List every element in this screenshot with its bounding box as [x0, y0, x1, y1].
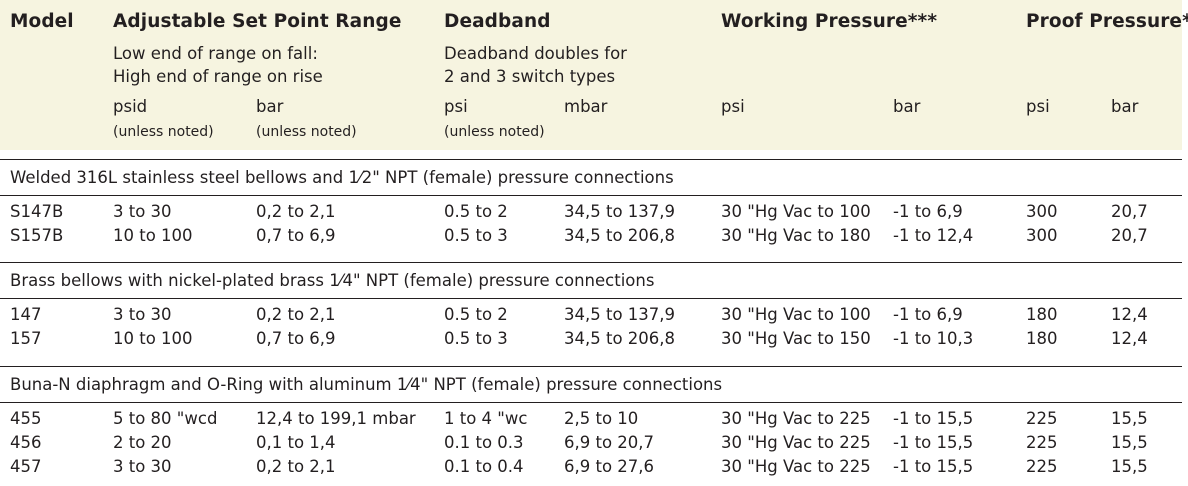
- cell-setpoint-bar: 0,2 to 2,1: [256, 305, 336, 324]
- cell-deadband-mbar: 2,5 to 10: [564, 409, 639, 428]
- divider: [0, 366, 1182, 367]
- cell-working-bar: -1 to 6,9: [893, 202, 963, 221]
- section-title: Buna-N diaphragm and O-Ring with aluminu…: [10, 375, 723, 394]
- cell-deadband-psi: 1 to 4 "wc: [444, 409, 528, 428]
- cell-deadband-mbar: 34,5 to 206,8: [564, 226, 676, 245]
- cell-deadband-mbar: 6,9 to 27,6: [564, 457, 655, 476]
- cell-working-psi: 30 "Hg Vac to 100: [721, 202, 871, 221]
- divider: [0, 195, 1182, 196]
- section-title: Brass bellows with nickel-plated brass 1…: [10, 271, 655, 290]
- cell-setpoint-psid: 10 to 100: [113, 329, 193, 348]
- cell-proof-bar: 12,4: [1111, 305, 1148, 324]
- cell-setpoint-psid: 3 to 30: [113, 457, 172, 476]
- cell-deadband-mbar: 34,5 to 206,8: [564, 329, 676, 348]
- cell-setpoint-psid: 10 to 100: [113, 226, 193, 245]
- setpoint-note-line2: High end of range on rise: [113, 67, 323, 86]
- header-setpoint: Adjustable Set Point Range: [113, 11, 402, 32]
- cell-model: 147: [10, 305, 42, 324]
- unit-working-bar: bar: [893, 97, 921, 116]
- cell-setpoint-psid: 3 to 30: [113, 305, 172, 324]
- cell-model: 157: [10, 329, 42, 348]
- unit-proof-psi: psi: [1026, 97, 1050, 116]
- cell-setpoint-bar: 12,4 to 199,1 mbar: [256, 409, 416, 428]
- table-header: Model Adjustable Set Point Range Deadban…: [0, 0, 1188, 150]
- cell-proof-bar: 20,7: [1111, 202, 1148, 221]
- cell-setpoint-bar: 0,1 to 1,4: [256, 433, 336, 452]
- cell-working-bar: -1 to 10,3: [893, 329, 974, 348]
- header-model: Model: [10, 11, 74, 32]
- divider: [0, 298, 1182, 299]
- cell-setpoint-bar: 0,7 to 6,9: [256, 226, 336, 245]
- cell-proof-bar: 15,5: [1111, 409, 1148, 428]
- header-proof-pressure: Proof Pressure**: [1026, 11, 1188, 32]
- unit-deadband-mbar: mbar: [564, 97, 608, 116]
- cell-working-bar: -1 to 15,5: [893, 433, 974, 452]
- cell-setpoint-bar: 0,7 to 6,9: [256, 329, 336, 348]
- cell-working-psi: 30 "Hg Vac to 225: [721, 457, 871, 476]
- cell-deadband-psi: 0.5 to 2: [444, 305, 508, 324]
- divider: [0, 402, 1182, 403]
- cell-working-psi: 30 "Hg Vac to 225: [721, 433, 871, 452]
- cell-working-psi: 30 "Hg Vac to 225: [721, 409, 871, 428]
- divider: [0, 159, 1182, 160]
- unit-proof-bar: bar: [1111, 97, 1139, 116]
- cell-working-bar: -1 to 15,5: [893, 409, 974, 428]
- deadband-note-line1: Deadband doubles for: [444, 44, 627, 63]
- cell-deadband-psi: 0.5 to 3: [444, 226, 508, 245]
- cell-proof-psi: 225: [1026, 457, 1058, 476]
- unit-deadband-psi: psi: [444, 97, 468, 116]
- unit-setpoint-psid-note: (unless noted): [113, 124, 214, 140]
- cell-deadband-mbar: 34,5 to 137,9: [564, 202, 676, 221]
- cell-deadband-psi: 0.1 to 0.3: [444, 433, 524, 452]
- cell-working-bar: -1 to 12,4: [893, 226, 974, 245]
- cell-model: S157B: [10, 226, 64, 245]
- cell-deadband-psi: 0.1 to 0.4: [444, 457, 524, 476]
- cell-setpoint-bar: 0,2 to 2,1: [256, 457, 336, 476]
- unit-setpoint-psid: psid: [113, 97, 148, 116]
- unit-setpoint-bar: bar: [256, 97, 284, 116]
- cell-proof-psi: 300: [1026, 226, 1058, 245]
- cell-setpoint-bar: 0,2 to 2,1: [256, 202, 336, 221]
- cell-proof-psi: 300: [1026, 202, 1058, 221]
- setpoint-note-line1: Low end of range on fall:: [113, 44, 318, 63]
- cell-model: 456: [10, 433, 42, 452]
- unit-working-psi: psi: [721, 97, 745, 116]
- cell-model: 455: [10, 409, 42, 428]
- cell-proof-psi: 180: [1026, 305, 1058, 324]
- deadband-note-line2: 2 and 3 switch types: [444, 67, 616, 86]
- cell-deadband-mbar: 6,9 to 20,7: [564, 433, 655, 452]
- cell-setpoint-psid: 2 to 20: [113, 433, 172, 452]
- cell-proof-psi: 225: [1026, 409, 1058, 428]
- cell-proof-psi: 180: [1026, 329, 1058, 348]
- unit-setpoint-bar-note: (unless noted): [256, 124, 357, 140]
- unit-deadband-psi-note: (unless noted): [444, 124, 545, 140]
- cell-deadband-mbar: 34,5 to 137,9: [564, 305, 676, 324]
- header-deadband: Deadband: [444, 11, 551, 32]
- cell-proof-bar: 12,4: [1111, 329, 1148, 348]
- header-working-pressure: Working Pressure***: [721, 11, 938, 32]
- cell-setpoint-psid: 5 to 80 "wcd: [113, 409, 218, 428]
- cell-working-psi: 30 "Hg Vac to 100: [721, 305, 871, 324]
- section-title: Welded 316L stainless steel bellows and …: [10, 168, 674, 187]
- cell-model: 457: [10, 457, 42, 476]
- cell-working-psi: 30 "Hg Vac to 180: [721, 226, 871, 245]
- cell-proof-bar: 20,7: [1111, 226, 1148, 245]
- cell-model: S147B: [10, 202, 64, 221]
- cell-deadband-psi: 0.5 to 3: [444, 329, 508, 348]
- divider: [0, 262, 1182, 263]
- cell-proof-psi: 225: [1026, 433, 1058, 452]
- cell-proof-bar: 15,5: [1111, 457, 1148, 476]
- cell-proof-bar: 15,5: [1111, 433, 1148, 452]
- cell-working-bar: -1 to 6,9: [893, 305, 963, 324]
- cell-setpoint-psid: 3 to 30: [113, 202, 172, 221]
- cell-working-bar: -1 to 15,5: [893, 457, 974, 476]
- cell-working-psi: 30 "Hg Vac to 150: [721, 329, 871, 348]
- cell-deadband-psi: 0.5 to 2: [444, 202, 508, 221]
